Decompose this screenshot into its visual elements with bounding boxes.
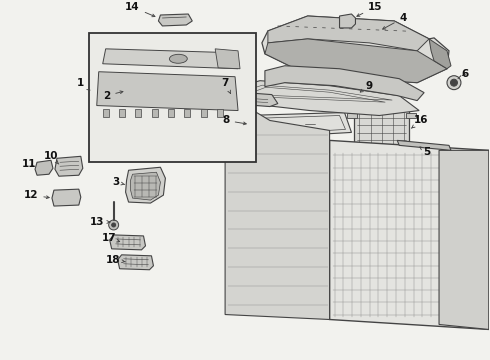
Text: 4: 4: [383, 13, 407, 29]
Text: 18: 18: [105, 255, 125, 265]
Polygon shape: [265, 66, 424, 100]
Polygon shape: [265, 39, 447, 83]
Text: 9: 9: [360, 81, 373, 92]
Polygon shape: [340, 14, 355, 28]
Polygon shape: [354, 105, 409, 152]
Polygon shape: [245, 113, 351, 138]
Polygon shape: [55, 156, 83, 176]
Polygon shape: [158, 14, 192, 26]
Polygon shape: [118, 255, 153, 270]
Polygon shape: [103, 49, 238, 69]
Polygon shape: [125, 167, 166, 203]
Text: 10: 10: [44, 151, 59, 164]
Polygon shape: [406, 113, 416, 118]
Text: 1: 1: [77, 78, 90, 90]
Polygon shape: [216, 91, 278, 107]
Text: 14: 14: [125, 2, 155, 17]
Polygon shape: [201, 109, 207, 117]
Polygon shape: [217, 109, 223, 117]
Text: 11: 11: [22, 159, 36, 169]
Bar: [89, 33, 256, 162]
Polygon shape: [330, 140, 489, 329]
Polygon shape: [184, 109, 191, 117]
Polygon shape: [97, 72, 238, 111]
Circle shape: [345, 18, 350, 23]
Text: 16: 16: [412, 116, 428, 128]
Text: 5: 5: [420, 147, 431, 157]
Circle shape: [450, 79, 458, 86]
Circle shape: [292, 121, 298, 127]
Polygon shape: [168, 109, 174, 117]
Polygon shape: [110, 235, 146, 250]
Polygon shape: [119, 109, 125, 117]
Polygon shape: [262, 16, 449, 83]
Polygon shape: [225, 81, 419, 116]
Polygon shape: [225, 91, 330, 320]
Polygon shape: [215, 49, 240, 69]
Text: 2: 2: [103, 91, 123, 100]
Polygon shape: [103, 109, 109, 117]
Ellipse shape: [170, 54, 187, 63]
Text: 17: 17: [101, 233, 120, 243]
Text: 13: 13: [90, 217, 110, 227]
Circle shape: [447, 76, 461, 90]
Polygon shape: [429, 39, 451, 69]
Text: 7: 7: [221, 78, 230, 93]
Polygon shape: [52, 189, 81, 206]
Circle shape: [109, 220, 119, 230]
Text: 6: 6: [461, 69, 468, 79]
Polygon shape: [397, 140, 451, 150]
Polygon shape: [35, 160, 53, 175]
Text: 8: 8: [222, 116, 246, 126]
Text: 12: 12: [24, 190, 49, 200]
Polygon shape: [152, 109, 158, 117]
Polygon shape: [130, 172, 160, 200]
Polygon shape: [347, 113, 357, 118]
Polygon shape: [135, 109, 142, 117]
Polygon shape: [439, 150, 489, 329]
Polygon shape: [268, 16, 429, 51]
Circle shape: [112, 223, 116, 227]
Text: 15: 15: [357, 2, 383, 16]
Text: 3: 3: [112, 177, 125, 187]
